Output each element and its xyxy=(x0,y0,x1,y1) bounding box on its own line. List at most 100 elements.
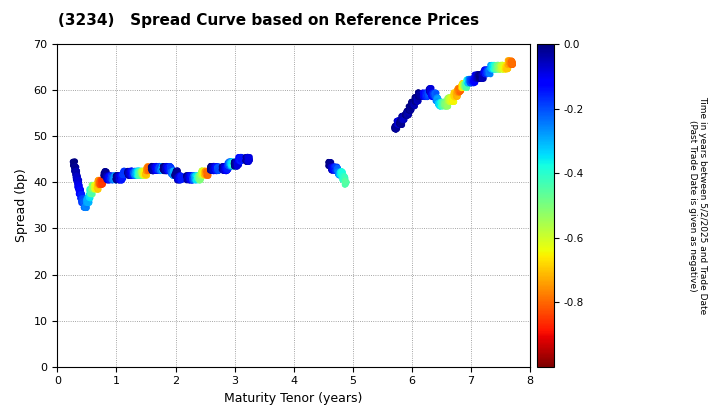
Point xyxy=(439,100,451,107)
Point xyxy=(220,167,231,173)
Point xyxy=(462,78,473,84)
Point xyxy=(488,63,500,69)
Point xyxy=(100,173,112,179)
Point xyxy=(447,97,459,104)
Point xyxy=(392,123,403,130)
Point xyxy=(500,66,511,73)
Point xyxy=(392,119,403,126)
Point xyxy=(137,169,148,176)
Point xyxy=(457,83,469,89)
Point xyxy=(338,174,349,181)
Point xyxy=(186,172,197,179)
Point xyxy=(400,111,412,118)
Point xyxy=(465,76,477,82)
Point xyxy=(394,120,405,127)
Point xyxy=(464,79,475,86)
Point xyxy=(472,74,484,81)
Point xyxy=(132,172,144,179)
Point xyxy=(412,96,423,102)
Point xyxy=(465,78,477,85)
Point xyxy=(420,89,431,96)
Point xyxy=(389,125,400,131)
Point xyxy=(201,171,212,177)
Point xyxy=(454,88,466,94)
Point xyxy=(68,166,80,173)
Point xyxy=(210,163,222,170)
Point xyxy=(394,118,405,125)
Point xyxy=(159,164,171,171)
Point xyxy=(199,171,211,177)
Point xyxy=(455,88,467,94)
Point xyxy=(109,175,120,182)
Point xyxy=(493,62,505,68)
Point xyxy=(328,166,339,173)
Point xyxy=(340,175,351,182)
Point xyxy=(446,96,457,102)
Point xyxy=(126,168,138,175)
Point xyxy=(404,104,415,110)
Point xyxy=(91,183,102,190)
Point xyxy=(458,80,469,87)
Point xyxy=(106,176,117,183)
Point xyxy=(220,166,232,173)
Point xyxy=(473,74,485,81)
Point xyxy=(76,191,88,198)
Point xyxy=(96,178,107,185)
Point xyxy=(164,166,176,173)
Point xyxy=(130,173,141,179)
Point xyxy=(156,164,167,171)
Point xyxy=(168,172,179,179)
Point xyxy=(132,173,143,179)
Point xyxy=(111,176,122,182)
Point xyxy=(331,163,343,170)
Point xyxy=(72,182,84,189)
Point xyxy=(207,164,219,171)
Point xyxy=(485,66,496,72)
Point xyxy=(464,79,476,86)
Point xyxy=(153,165,164,172)
Point xyxy=(151,166,163,173)
Point xyxy=(493,65,505,72)
Point xyxy=(336,170,347,176)
Point xyxy=(495,66,507,72)
Point xyxy=(166,165,178,172)
Point xyxy=(117,170,129,176)
Point xyxy=(422,90,433,97)
Point xyxy=(150,166,161,173)
Point xyxy=(341,179,352,186)
Point xyxy=(460,81,472,87)
Point xyxy=(391,118,402,124)
Point xyxy=(396,121,408,127)
Point xyxy=(73,187,84,194)
Point xyxy=(333,171,344,178)
Point xyxy=(84,186,95,192)
Point xyxy=(419,90,431,97)
Point xyxy=(235,153,246,160)
Point xyxy=(462,76,474,83)
Point xyxy=(221,166,233,173)
Point xyxy=(485,66,496,73)
Point xyxy=(200,171,212,177)
Point xyxy=(217,166,229,173)
Point xyxy=(182,175,194,182)
Point xyxy=(90,184,102,191)
Point xyxy=(398,116,410,123)
Point xyxy=(195,171,207,178)
Point xyxy=(151,163,163,170)
Point xyxy=(161,163,173,170)
Point xyxy=(401,110,413,117)
Point xyxy=(503,66,514,72)
Point xyxy=(112,176,123,183)
Point xyxy=(78,201,89,208)
Point xyxy=(403,105,415,112)
Point xyxy=(503,60,515,66)
Point xyxy=(390,122,402,129)
Point xyxy=(171,170,183,177)
Point xyxy=(485,65,496,71)
Point xyxy=(175,173,186,179)
Point xyxy=(161,163,172,169)
Point xyxy=(390,122,401,129)
Point xyxy=(503,60,514,67)
Point xyxy=(494,63,505,69)
Point xyxy=(479,69,490,76)
